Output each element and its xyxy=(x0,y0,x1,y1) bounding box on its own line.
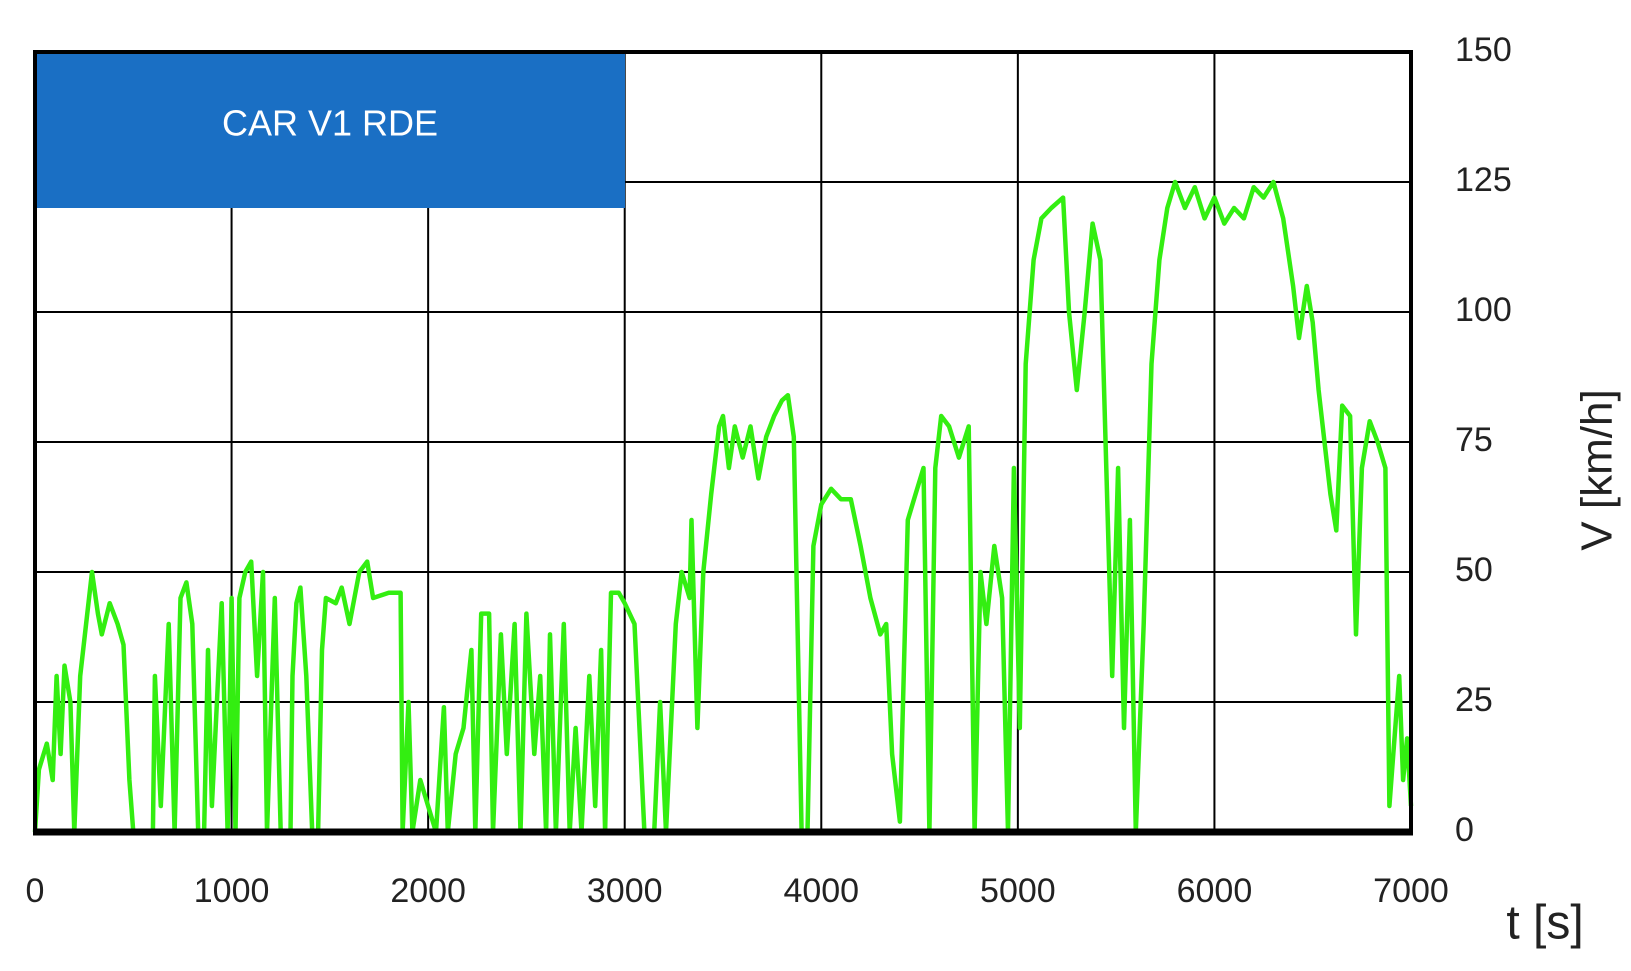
y-tick-label: 50 xyxy=(1455,551,1493,589)
x-tick-label: 7000 xyxy=(1373,872,1449,910)
y-tick-label: 75 xyxy=(1455,421,1493,459)
y-tick-label: 25 xyxy=(1455,681,1493,719)
y-tick-label: 100 xyxy=(1455,291,1512,329)
x-tick-label: 0 xyxy=(26,872,45,910)
x-tick-label: 3000 xyxy=(587,872,663,910)
annotation-box xyxy=(35,52,625,208)
annotation: CAR V1 RDE xyxy=(222,103,438,144)
x-tick-label: 2000 xyxy=(390,872,466,910)
x-tick-label: 5000 xyxy=(980,872,1056,910)
y-tick-label: 0 xyxy=(1455,811,1474,849)
x-tick-label: 4000 xyxy=(783,872,859,910)
speed-line xyxy=(32,179,1414,835)
x-tick-label: 1000 xyxy=(194,872,270,910)
y-axis-label: V [km/h] xyxy=(1573,389,1622,550)
y-tick-label: 150 xyxy=(1455,31,1512,69)
x-axis-label: t [s] xyxy=(1506,897,1583,950)
x-tick-label: 6000 xyxy=(1177,872,1253,910)
y-tick-label: 125 xyxy=(1455,161,1512,199)
plot xyxy=(32,179,1414,835)
